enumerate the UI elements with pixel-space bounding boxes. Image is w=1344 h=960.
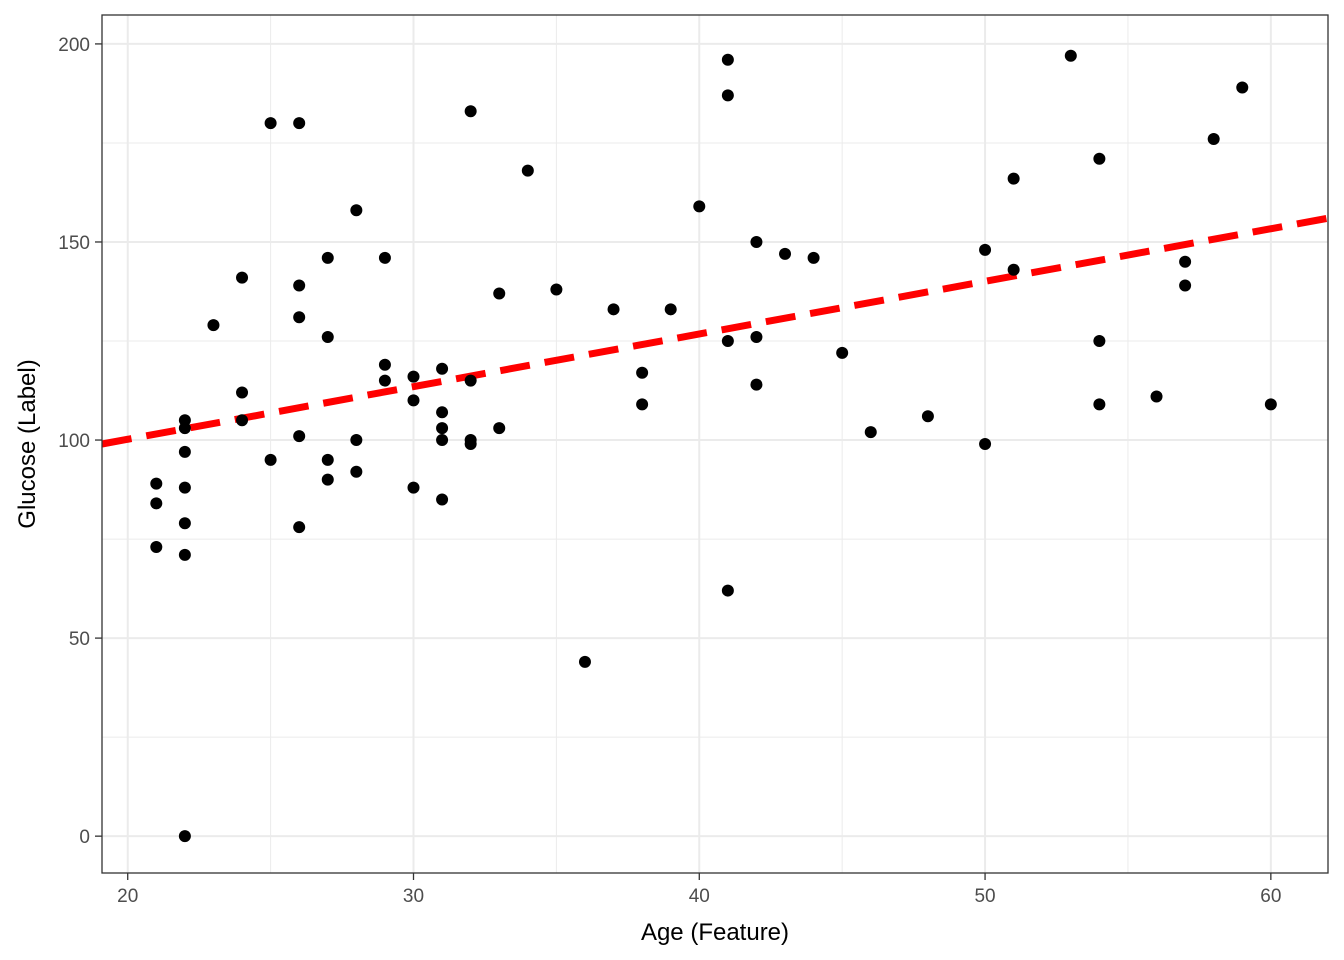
data-point — [236, 414, 249, 427]
data-point — [1207, 132, 1220, 145]
data-point — [721, 53, 734, 66]
data-point — [178, 548, 191, 561]
data-point — [1007, 263, 1020, 276]
data-point — [521, 164, 534, 177]
data-point — [407, 394, 420, 407]
data-point — [407, 481, 420, 494]
y-tick-label: 150 — [58, 233, 90, 254]
x-tick-label: 50 — [974, 886, 995, 907]
data-point — [436, 422, 449, 435]
data-point — [464, 105, 477, 118]
data-point — [264, 117, 277, 130]
data-point — [321, 453, 334, 466]
data-point — [436, 493, 449, 506]
x-tick-label: 30 — [403, 886, 424, 907]
data-point — [550, 283, 563, 296]
data-point — [636, 398, 649, 411]
x-tick-label: 40 — [689, 886, 710, 907]
data-point — [321, 251, 334, 264]
data-point — [321, 331, 334, 344]
data-point — [1093, 152, 1106, 165]
data-point — [979, 243, 992, 256]
data-point — [1007, 172, 1020, 185]
data-point — [378, 358, 391, 371]
data-point — [578, 655, 591, 668]
x-axis: 20 30 40 50 60 — [117, 873, 1281, 907]
data-point — [693, 200, 706, 213]
data-point — [236, 386, 249, 399]
data-point — [721, 335, 734, 348]
data-point — [178, 830, 191, 843]
data-point — [779, 247, 792, 260]
grid-minor — [102, 15, 1328, 873]
data-point — [150, 540, 163, 553]
data-point — [750, 331, 763, 344]
data-point — [436, 406, 449, 419]
data-point — [293, 279, 306, 292]
x-axis-title: Age (Feature) — [641, 919, 789, 946]
data-point — [807, 251, 820, 264]
grid-major — [102, 15, 1328, 873]
plot-background — [102, 15, 1328, 873]
data-point — [293, 521, 306, 534]
data-point — [1093, 335, 1106, 348]
data-point — [721, 584, 734, 597]
y-tick-label: 200 — [58, 35, 90, 56]
data-point — [836, 346, 849, 359]
trend-line-group — [101, 214, 1329, 448]
y-tick-label: 50 — [69, 629, 90, 650]
data-point — [1093, 398, 1106, 411]
data-point — [178, 481, 191, 494]
plot-panel-border — [101, 14, 1329, 874]
data-point — [350, 204, 363, 217]
data-point — [321, 473, 334, 486]
data-point — [378, 374, 391, 387]
data-point — [607, 303, 620, 316]
data-point — [921, 410, 934, 423]
y-tick-label: 100 — [58, 431, 90, 452]
data-point — [178, 422, 191, 435]
data-point — [350, 465, 363, 478]
data-point — [750, 378, 763, 391]
data-points — [150, 49, 1277, 843]
data-point — [1064, 49, 1077, 62]
data-point — [178, 445, 191, 458]
data-point — [378, 251, 391, 264]
data-point — [664, 303, 677, 316]
x-tick-label: 20 — [117, 886, 138, 907]
data-point — [178, 517, 191, 530]
data-point — [464, 374, 477, 387]
data-point — [150, 477, 163, 490]
data-point — [293, 311, 306, 324]
data-point — [236, 271, 249, 284]
data-point — [493, 287, 506, 300]
data-point — [750, 235, 763, 248]
y-tick-label: 0 — [79, 827, 90, 848]
data-point — [1150, 390, 1163, 403]
data-point — [150, 497, 163, 510]
data-point — [721, 89, 734, 102]
data-point — [464, 438, 477, 450]
data-point — [979, 438, 992, 450]
data-point — [207, 319, 220, 332]
data-point — [293, 430, 306, 443]
data-point — [1236, 81, 1249, 94]
data-point — [293, 117, 306, 130]
data-point — [264, 453, 277, 466]
data-point — [407, 370, 420, 383]
data-point — [1179, 279, 1192, 292]
data-point — [636, 366, 649, 379]
y-axis-title: Glucose (Label) — [14, 359, 41, 528]
data-point — [350, 434, 363, 447]
trend-line — [101, 214, 1329, 448]
data-point — [493, 422, 506, 435]
data-point — [1264, 398, 1277, 411]
data-point — [864, 426, 877, 439]
y-axis: 0 50 100 150 200 — [58, 35, 102, 848]
data-point — [436, 434, 449, 447]
data-point — [1179, 255, 1192, 268]
x-tick-label: 60 — [1260, 886, 1281, 907]
data-point — [436, 362, 449, 375]
